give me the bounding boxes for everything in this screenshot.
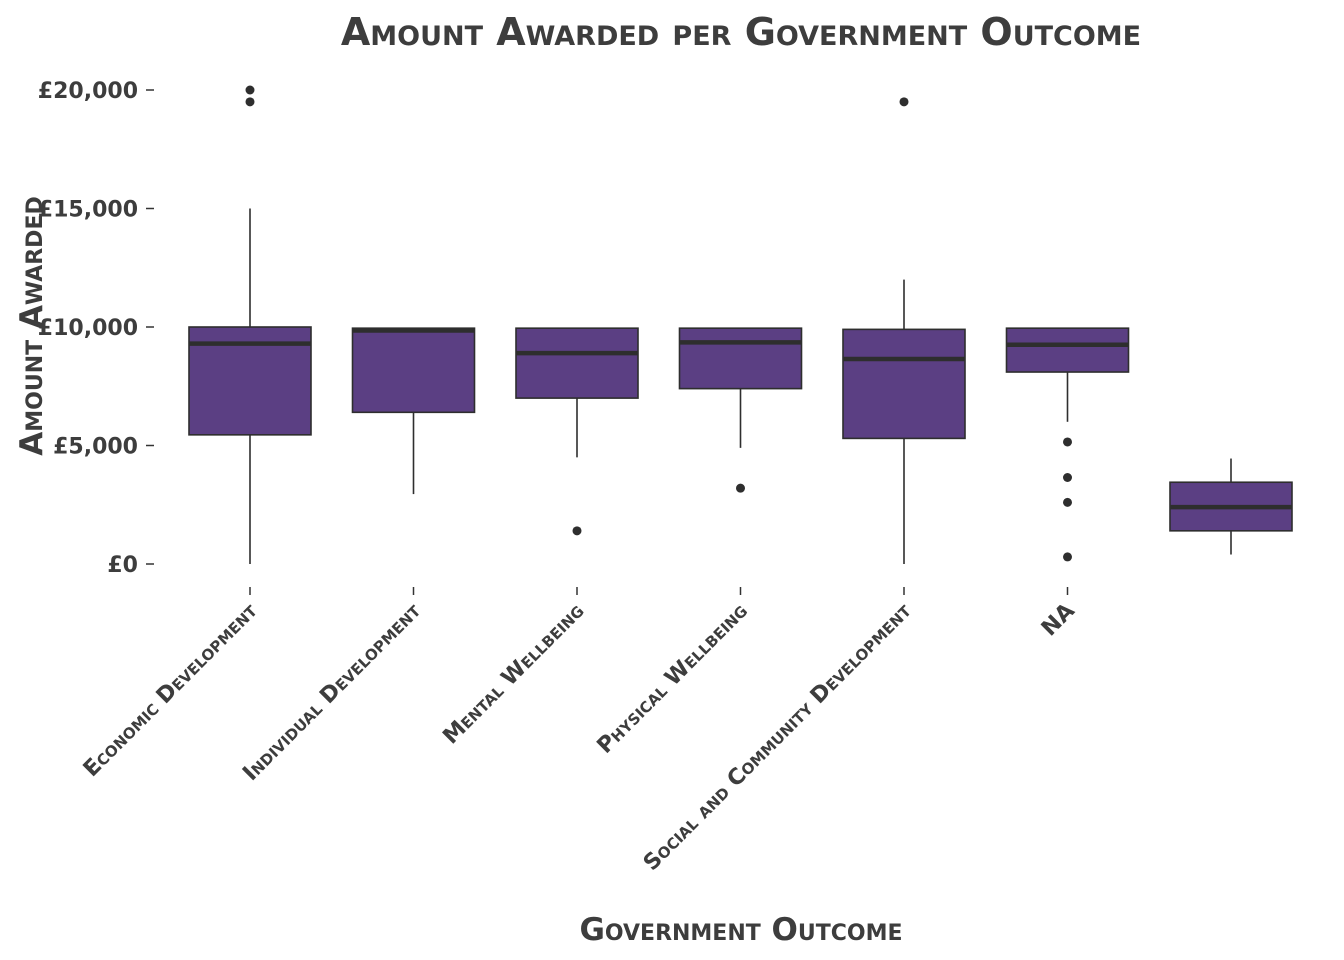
box-7 — [1169, 458, 1293, 555]
x-tick-label: Mental Wellbeing — [438, 599, 589, 750]
y-axis: £0 £5,000 £10,000 £15,000 £20,000 — [38, 79, 154, 578]
x-tick-label: Economic Development — [79, 598, 263, 782]
outlier-point — [899, 97, 909, 107]
x-tick-label: Individual Development — [238, 598, 426, 786]
x-tick-label: Social and Community Development — [639, 598, 917, 876]
outlier-point — [245, 97, 255, 107]
outlier-point — [572, 526, 582, 536]
x-tick-label: Physical Wellbeing — [593, 599, 753, 759]
boxes-layer — [188, 85, 1293, 564]
outlier-point — [1063, 552, 1072, 562]
iqr-box — [1005, 327, 1130, 373]
box-5 — [842, 97, 966, 564]
x-axis-title: Government Outcome — [579, 912, 902, 948]
outlier-point — [1063, 472, 1072, 482]
outlier-point — [245, 85, 255, 95]
x-tick-label: NA — [1037, 599, 1080, 642]
iqr-box — [842, 328, 966, 440]
box-4 — [678, 327, 803, 493]
y-axis-title: Amount Awarded — [14, 196, 50, 455]
box-1 — [188, 85, 312, 564]
y-tick-label: £0 — [107, 553, 138, 578]
outlier-point — [1063, 497, 1072, 507]
y-tick-label: £10,000 — [38, 316, 138, 341]
outlier-point — [1063, 437, 1072, 447]
chart-title: Amount Awarded per Government Outcome — [341, 10, 1141, 54]
outlier-point — [736, 483, 745, 493]
box-3 — [515, 327, 639, 536]
y-tick-label: £15,000 — [38, 198, 138, 223]
y-tick-label: £20,000 — [38, 79, 138, 104]
iqr-box — [515, 327, 639, 399]
iqr-box — [678, 327, 803, 390]
y-tick-label: £5,000 — [53, 435, 138, 460]
box-2 — [351, 327, 476, 495]
iqr-box — [351, 327, 476, 414]
box-6 — [1005, 327, 1130, 562]
